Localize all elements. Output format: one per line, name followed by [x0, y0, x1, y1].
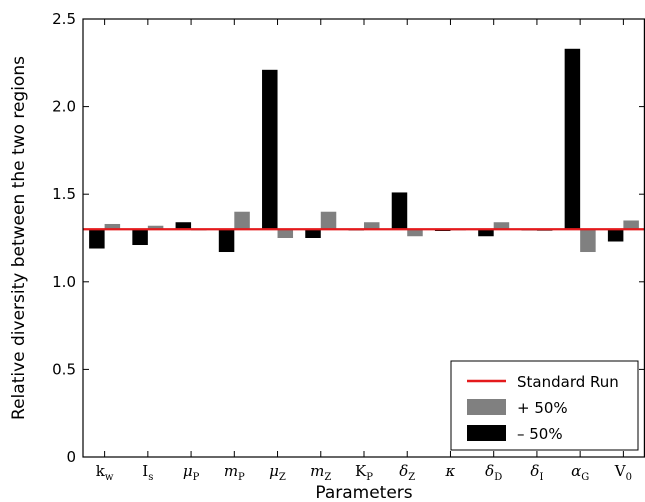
- bar-minus50-12: [607, 229, 624, 242]
- x-tick-label-m_P: mP: [224, 462, 245, 483]
- bar-minus50-4: [262, 69, 278, 230]
- bar-minus50-1: [132, 229, 148, 246]
- bar-minus50-0: [89, 229, 105, 249]
- x-axis-label: Parameters: [315, 483, 412, 502]
- bar-minus50-2: [175, 222, 192, 230]
- x-axis: kw Is μP mP μZ mZ KP δZ κ δD δI αG V0: [96, 19, 632, 483]
- x-tick-label-δ_I: δI: [530, 462, 543, 483]
- x-tick-label-k_w: kw: [96, 462, 114, 483]
- bar-plus50-9: [493, 222, 510, 230]
- y-tick-label: 2.0: [52, 98, 76, 116]
- y-tick-label: 0.5: [52, 360, 76, 378]
- x-tick-label-δ_Z: δZ: [399, 462, 415, 483]
- bar-plus50-6: [364, 222, 380, 230]
- x-tick-label-μ_P: μP: [183, 462, 200, 483]
- x-tick-label-V_0: V0: [614, 462, 632, 483]
- legend-minus50-label: – 50%: [517, 425, 563, 443]
- series-plus50-bars: [104, 211, 639, 253]
- y-axis-label: Relative diversity between the two regio…: [9, 56, 29, 420]
- bar-plus50-3: [234, 211, 250, 230]
- bar-minus50-7: [391, 192, 408, 230]
- bar-minus50-3: [218, 229, 235, 253]
- y-tick-label: 1.0: [52, 273, 76, 291]
- legend: Standard Run + 50% – 50%: [450, 360, 639, 451]
- x-tick-label-δ_D: δD: [485, 462, 502, 483]
- bar-minus50-5: [305, 229, 321, 238]
- legend-plus50-swatch: [467, 399, 506, 415]
- x-tick-label-m_Z: mZ: [310, 462, 331, 483]
- y-tick-label: 0: [66, 448, 76, 466]
- bar-plus50-0: [104, 223, 121, 230]
- bar-plus50-4: [277, 229, 294, 238]
- legend-minus50-swatch: [467, 425, 506, 441]
- bar-plus50-5: [320, 211, 337, 230]
- bar-minus50-9: [478, 229, 494, 237]
- series-minus50-bars: [89, 48, 624, 253]
- y-tick-label: 2.5: [52, 10, 76, 28]
- x-tick-label-α_G: αG: [571, 462, 589, 483]
- bar-plus50-11: [580, 229, 596, 253]
- bar-plus50-1: [147, 225, 164, 230]
- x-tick-label-μ_Z: μZ: [269, 462, 286, 483]
- y-axis: 0 0.5 1.0 1.5 2.0 2.5: [52, 10, 645, 466]
- x-tick-label-I_s: Is: [142, 462, 153, 483]
- x-tick-label-κ: κ: [445, 462, 456, 480]
- x-tick-label-K_P: KP: [355, 462, 373, 483]
- legend-plus50-label: + 50%: [517, 399, 568, 417]
- y-tick-label: 1.5: [52, 185, 76, 203]
- bar-plus50-12: [623, 220, 639, 230]
- bar-plus50-7: [407, 229, 423, 237]
- legend-standard-run-label: Standard Run: [517, 373, 619, 391]
- bar-minus50-11: [564, 48, 581, 230]
